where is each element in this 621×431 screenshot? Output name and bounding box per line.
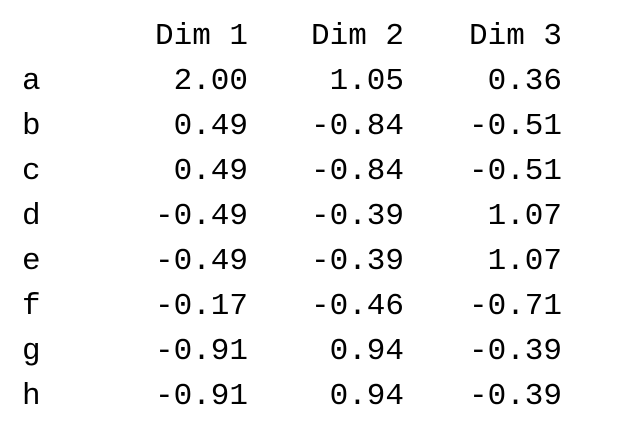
value-cell: -0.91 (154, 379, 248, 414)
corner-cell (22, 14, 92, 59)
value-cell: 0.94 (329, 334, 404, 369)
value-cell: -0.51 (468, 109, 562, 144)
row-label: g (22, 334, 41, 369)
value-cell: -0.39 (310, 199, 404, 234)
value-cell: 0.94 (329, 379, 404, 414)
value-cell: 0.49 (173, 154, 248, 189)
table-row: e -0.49 -0.39 1.07 (22, 239, 562, 284)
row-label: h (22, 379, 41, 414)
row-label: f (22, 289, 41, 324)
column-header-dim-1: Dim 1 (154, 19, 248, 54)
row-label: a (22, 64, 41, 99)
value-cell: -0.49 (154, 199, 248, 234)
table-row: c 0.49 -0.84 -0.51 (22, 149, 562, 194)
table-row: f -0.17 -0.46 -0.71 (22, 284, 562, 329)
table-row: h -0.91 0.94 -0.39 (22, 374, 562, 419)
header-row: Dim 1 Dim 2 Dim 3 (22, 14, 562, 59)
value-cell: 0.49 (173, 109, 248, 144)
value-cell: -0.39 (310, 244, 404, 279)
value-cell: -0.51 (468, 154, 562, 189)
value-cell: -0.46 (310, 289, 404, 324)
row-label: c (22, 154, 41, 189)
row-label: d (22, 199, 41, 234)
value-cell: -0.17 (154, 289, 248, 324)
value-cell: 2.00 (173, 64, 248, 99)
dimension-matrix-table: Dim 1 Dim 2 Dim 3 a 2.00 1.05 0.36 b 0.4… (22, 14, 562, 419)
value-cell: 1.07 (487, 199, 562, 234)
value-cell: -0.71 (468, 289, 562, 324)
column-header-dim-3: Dim 3 (468, 19, 562, 54)
value-cell: -0.84 (310, 109, 404, 144)
table-row: d -0.49 -0.39 1.07 (22, 194, 562, 239)
value-cell: 1.07 (487, 244, 562, 279)
row-label: e (22, 244, 41, 279)
value-cell: 0.36 (487, 64, 562, 99)
value-cell: 1.05 (329, 64, 404, 99)
table-row: a 2.00 1.05 0.36 (22, 59, 562, 104)
table-row: b 0.49 -0.84 -0.51 (22, 104, 562, 149)
value-cell: -0.39 (468, 379, 562, 414)
table-row: g -0.91 0.94 -0.39 (22, 329, 562, 374)
value-cell: -0.39 (468, 334, 562, 369)
value-cell: -0.91 (154, 334, 248, 369)
row-label: b (22, 109, 41, 144)
value-cell: -0.84 (310, 154, 404, 189)
value-cell: -0.49 (154, 244, 248, 279)
column-header-dim-2: Dim 2 (310, 19, 404, 54)
